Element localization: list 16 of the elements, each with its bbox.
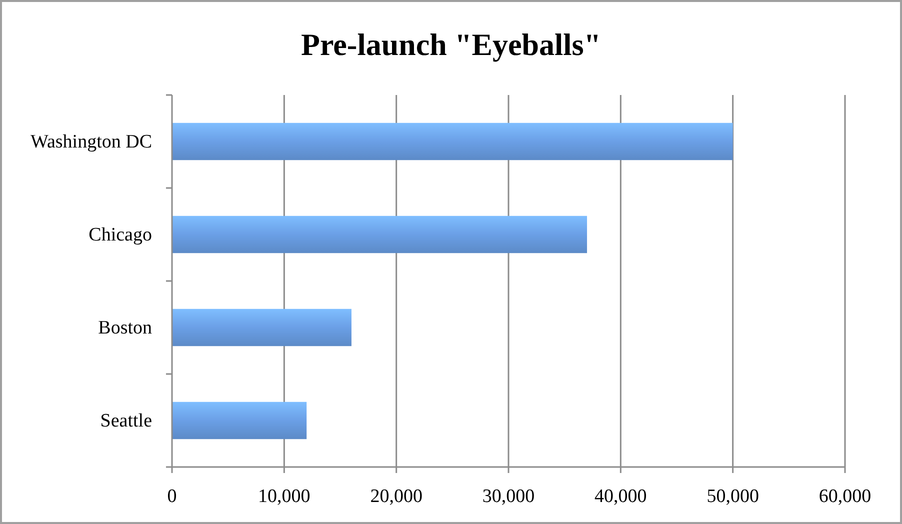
- y-tick-label: Boston: [98, 318, 152, 338]
- x-tick-label: 40,000: [594, 486, 647, 507]
- y-tick-label: Chicago: [88, 224, 152, 246]
- x-tick-label: 50,000: [706, 486, 759, 507]
- x-tick-label: 20,000: [370, 486, 422, 507]
- chart-title: Pre-launch "Eyeballs": [301, 27, 601, 62]
- bar: [172, 122, 733, 160]
- y-tick-label: Washington DC: [30, 132, 152, 152]
- bar: [172, 402, 307, 440]
- x-tick-label: 30,000: [482, 486, 535, 507]
- x-tick-label: 10,000: [258, 486, 310, 507]
- x-tick-label: 0: [167, 486, 177, 507]
- y-tick-label: Seattle: [100, 410, 152, 432]
- bar: [172, 216, 588, 254]
- bar: [172, 308, 352, 346]
- x-tick-label: 60,000: [818, 486, 872, 507]
